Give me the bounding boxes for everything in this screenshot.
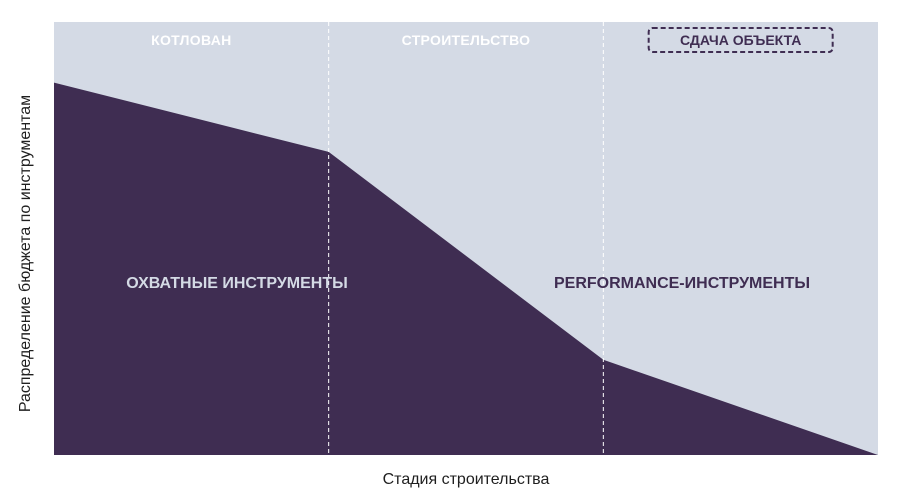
stage-label-2: СТРОИТЕЛЬСТВО [402,32,531,48]
stage-dividers [328,22,604,455]
stage-labels: КОТЛОВАН СТРОИТЕЛЬСТВО СДАЧА ОБЪЕКТА [151,27,834,53]
reach-tools-area [54,82,878,456]
reach-tools-label: ОХВАТНЫЕ ИНСТРУМЕНТЫ [126,275,348,292]
y-axis-label: Распределение бюджета по инструментам [17,95,34,412]
stage-label-1: КОТЛОВАН [151,32,231,48]
performance-tools-label: PERFORMANCE-ИНСТРУМЕНТЫ [554,275,810,292]
highlighted-stage-box [647,27,834,53]
stage-label-3: СДАЧА ОБЪЕКТА [680,32,801,48]
x-axis-label: Стадия строительства [383,471,550,488]
